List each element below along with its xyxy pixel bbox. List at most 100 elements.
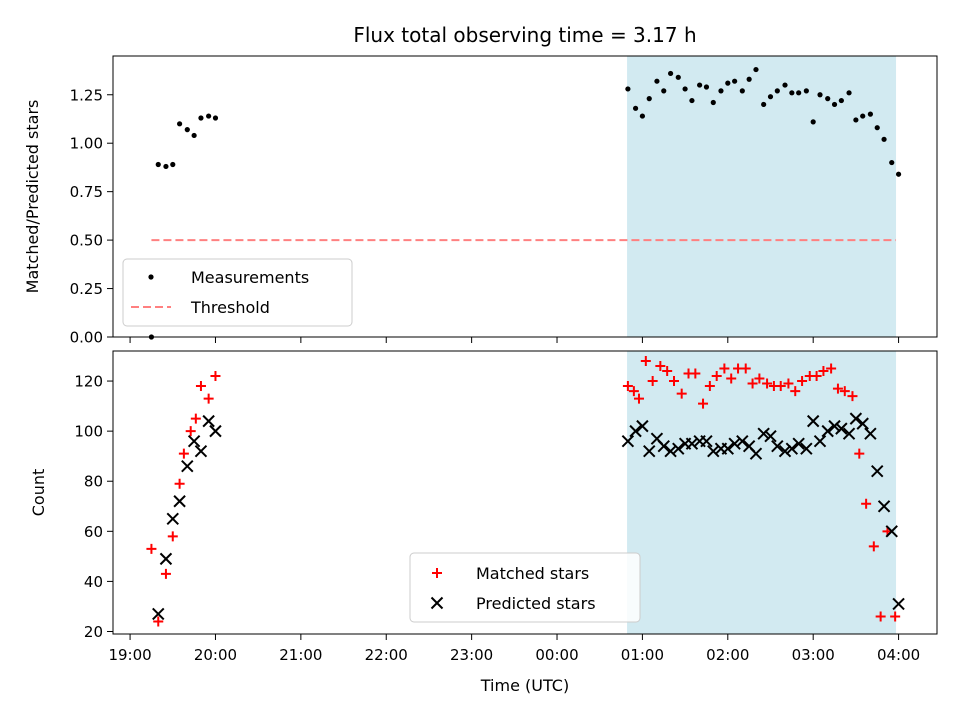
y-tick-label: 100 xyxy=(74,423,103,441)
matched-star-point xyxy=(178,448,189,459)
time-x-axis-label: Time (UTC) xyxy=(480,676,569,695)
predicted-star-point xyxy=(877,500,891,513)
matched-star-point xyxy=(890,611,901,622)
legend-box xyxy=(122,258,353,327)
legend-measurements-marker xyxy=(148,274,154,280)
measurement-point xyxy=(191,132,197,139)
matched-star-point xyxy=(839,386,850,397)
x-tick-label: 19:00 xyxy=(108,646,151,664)
y-tick-label: 20 xyxy=(84,623,103,641)
predicted-star-point xyxy=(187,434,201,448)
measurement-point xyxy=(867,111,873,117)
legend-box xyxy=(409,552,641,623)
measurement-point xyxy=(710,99,716,106)
predicted-star-point xyxy=(749,447,763,460)
matched-star-point xyxy=(832,383,843,394)
measurement-point xyxy=(184,127,190,133)
measurement-point xyxy=(732,78,738,84)
measurement-point xyxy=(846,90,852,96)
predicted-star-point xyxy=(181,459,194,473)
ratio-y-ticks: 0.00 0.25 0.50 0.75 1.00 1.25 xyxy=(70,86,113,347)
predicted-star-point xyxy=(736,434,749,448)
predicted-star-point xyxy=(856,417,869,430)
measurement-point xyxy=(632,105,639,111)
matched-star-point xyxy=(662,366,673,377)
matched-star-point xyxy=(167,531,178,542)
measurement-point xyxy=(803,88,809,94)
matched-star-point xyxy=(847,391,858,402)
y-tick-label: 1.00 xyxy=(70,135,103,153)
matched-star-point xyxy=(640,356,651,367)
measurement-point xyxy=(170,161,176,168)
predicted-star-point xyxy=(800,442,813,455)
legend-predicted-label: Predicted stars xyxy=(476,594,596,613)
x-tick-label: 20:00 xyxy=(194,646,237,664)
measurement-point xyxy=(831,101,838,108)
measurement-point xyxy=(206,113,212,119)
matched-star-point xyxy=(868,541,879,552)
ratio-legend: Measurements Threshold xyxy=(122,258,353,327)
legend-measurements-label: Measurements xyxy=(191,268,309,287)
measurement-point xyxy=(789,90,795,96)
measurement-point xyxy=(838,97,844,104)
figure-title: Flux total observing time = 3.17 h xyxy=(353,23,696,47)
observing-window-shade-bottom xyxy=(627,351,897,634)
count-panel: 20 40 60 80 100 120 19:00 20:00 21:00 22:00 23:00… xyxy=(29,350,938,695)
x-tick-label: 02:00 xyxy=(706,646,749,664)
measurement-point xyxy=(895,171,902,177)
measurement-point xyxy=(654,78,660,84)
matched-star-point xyxy=(811,371,822,382)
predicted-star-point xyxy=(194,444,208,458)
matched-star-point xyxy=(790,386,801,397)
matched-star-point xyxy=(704,381,715,392)
measurement-point xyxy=(739,88,745,94)
predicted-star-point xyxy=(152,607,165,621)
matched-star-point xyxy=(174,478,185,489)
matched-star-point xyxy=(647,376,658,387)
shaded-span xyxy=(627,56,897,337)
count-y-ticks: 20 40 60 80 100 120 xyxy=(74,373,113,641)
matched-star-point xyxy=(818,366,829,377)
matched-star-point xyxy=(719,363,730,374)
predicted-star-point xyxy=(828,419,841,433)
measurement-point xyxy=(675,74,681,80)
legend-threshold-label: Threshold xyxy=(190,298,270,317)
measurement-point xyxy=(163,163,169,170)
x-tick-label: 03:00 xyxy=(792,646,835,664)
measurement-point xyxy=(825,96,831,102)
measurement-point xyxy=(177,121,183,127)
measurement-point xyxy=(212,115,219,121)
measurement-point xyxy=(796,90,802,96)
predicted-star-point xyxy=(629,424,642,438)
predicted-star-point xyxy=(621,434,635,448)
count-y-axis-label: Count xyxy=(29,469,48,517)
matched-star-point xyxy=(146,543,157,554)
matched-star-point xyxy=(655,361,666,372)
y-tick-label: 0.25 xyxy=(70,280,103,298)
matched-star-point xyxy=(762,378,773,389)
matched-star-point xyxy=(875,611,886,622)
measurement-point xyxy=(860,113,866,119)
matched-star-point xyxy=(203,393,214,404)
measurement-point xyxy=(782,82,788,88)
shaded-span xyxy=(627,351,897,634)
matched-star-point xyxy=(185,426,196,437)
predicted-star-point xyxy=(785,442,799,455)
predicted-star-point xyxy=(636,419,649,433)
matched-star-point xyxy=(690,368,701,379)
y-tick-label: 1.25 xyxy=(70,86,103,104)
predicted-star-point xyxy=(166,512,179,526)
x-tick-label: 01:00 xyxy=(621,646,664,664)
predicted-star-point xyxy=(892,597,905,611)
measurement-point xyxy=(761,101,767,108)
predicted-star-point xyxy=(202,414,215,428)
predicted-star-point xyxy=(849,412,863,425)
measurement-point xyxy=(198,115,204,121)
measurement-point xyxy=(774,88,780,94)
measurement-point xyxy=(881,136,887,142)
measurement-point xyxy=(703,84,710,90)
ratio-panel: 0.00 0.25 0.50 0.75 1.00 1.25 Matched/Predict… xyxy=(23,55,938,347)
measurement-point xyxy=(646,96,652,102)
legend-matched-marker xyxy=(432,568,442,578)
